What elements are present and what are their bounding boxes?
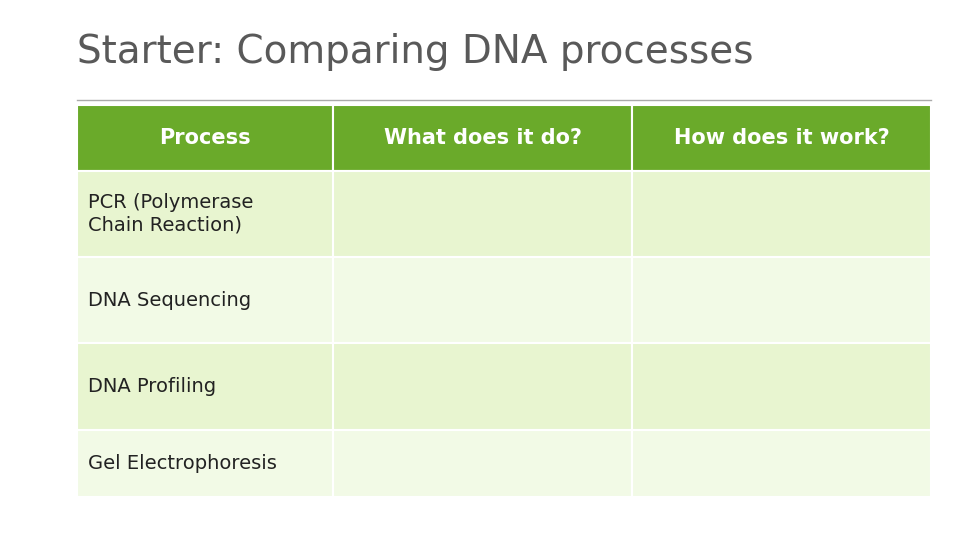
Bar xyxy=(333,343,633,429)
Text: DNA Sequencing: DNA Sequencing xyxy=(88,291,252,309)
Text: Process: Process xyxy=(159,128,251,148)
Bar xyxy=(633,257,931,343)
Bar xyxy=(633,171,931,257)
Text: What does it do?: What does it do? xyxy=(384,128,582,148)
Bar xyxy=(333,171,633,257)
Text: How does it work?: How does it work? xyxy=(674,128,890,148)
Text: PCR (Polymerase
Chain Reaction): PCR (Polymerase Chain Reaction) xyxy=(88,193,253,234)
Bar xyxy=(633,343,931,429)
Bar xyxy=(333,257,633,343)
Bar xyxy=(77,171,333,257)
Text: Gel Electrophoresis: Gel Electrophoresis xyxy=(88,454,277,473)
Bar xyxy=(633,105,931,171)
Text: DNA Profiling: DNA Profiling xyxy=(88,377,216,396)
Bar xyxy=(633,429,931,497)
Bar xyxy=(77,429,333,497)
Bar xyxy=(333,105,633,171)
Bar xyxy=(77,105,333,171)
Bar xyxy=(77,257,333,343)
Bar xyxy=(333,429,633,497)
Text: Starter: Comparing DNA processes: Starter: Comparing DNA processes xyxy=(77,32,754,71)
Bar xyxy=(77,343,333,429)
